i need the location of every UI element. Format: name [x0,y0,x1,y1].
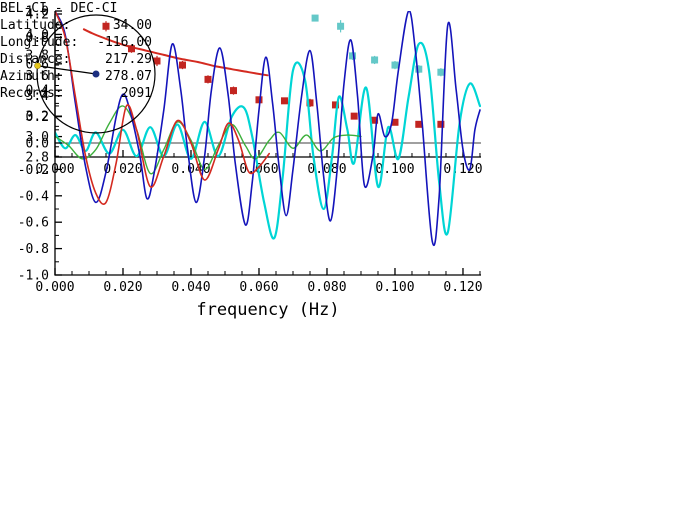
y-tick-label: -0.8 [18,242,49,257]
info-row-distance: Distance: 217.29 [0,51,152,68]
correlation-spectrum-chart: frequency (Hz) 0.000 0.020 0.040 0.060 0.080… [18,5,483,321]
y-tick-label: 0.4 [26,84,50,99]
marker-dispersion-points-cyan [337,22,345,30]
marker-dispersion-points-red [229,87,237,95]
latitude-value: 34.00 [112,18,152,33]
x-tick-label: 0.080 [307,280,346,295]
azimuth-line [37,65,97,75]
y-tick-label: 0.0 [26,137,49,152]
x-tick-label: 0.020 [103,280,142,295]
center-dot [92,70,100,78]
station-info-panel: BEL-CI - DEC-CI Latitude: 34.00 Longitud… [0,0,152,102]
info-row-longitude: Longitude: -116.00 [0,34,152,51]
y-tick-label: 3.8 [26,48,49,63]
x-tick-label: 0.120 [443,280,482,295]
series-spectrum-red [55,11,270,205]
x-tick-label: 0.120 [443,162,482,177]
y-tick-label: 4.0 [26,28,49,43]
y-tick-label: -0.6 [18,216,49,231]
azimuth-label: Azimuth: [0,69,63,84]
y-tick-label: 0.8 [26,31,49,46]
marker-dispersion-points-cyan [371,56,379,64]
distance-label: Distance: [0,52,71,67]
x-tick-label: 0.100 [375,162,414,177]
marker-dispersion-points-red [371,116,379,124]
latitude-label: Latitude: [0,18,71,33]
marker-dispersion-points-red [178,61,186,69]
distance-value: 217.29 [105,52,152,67]
x-tick-label: 0.100 [375,280,414,295]
marker-dispersion-points-cyan [348,52,356,60]
marker-dispersion-points-red [391,118,399,126]
marker-dispersion-points-red [306,99,314,107]
series-spectrum-cyan [55,41,481,240]
marker-dispersion-points-red [415,120,423,128]
marker-dispersion-points-red [153,57,161,65]
info-row-records: Records: 2091 [0,85,152,102]
records-value: 2091 [120,86,152,101]
marker-dispersion-points-red [280,97,288,105]
y-tick-label: 3.2 [26,110,49,125]
marker-dispersion-points-red [350,112,358,120]
azimuth-value: 278.07 [105,69,152,84]
records-label: Records: [0,86,63,101]
marker-dispersion-points-red [102,22,110,30]
y-tick-label: 1.0 [26,5,49,20]
x-axis-title: frequency (Hz) [196,300,339,320]
marker-dispersion-points-red [437,120,445,128]
y-tick-label: -0.2 [18,163,49,178]
azimuth-circle [36,14,156,134]
marker-dispersion-points-cyan [311,14,319,22]
azimuth-diagram [34,14,156,134]
series-spectrum-green [55,105,362,175]
y-tick-label: 3.0 [26,130,49,145]
y-tick-label: 0.2 [26,110,49,125]
longitude-value: -116.00 [97,35,152,50]
x-tick-label: 0.060 [239,280,278,295]
marker-dispersion-points-cyan [437,68,445,76]
marker-dispersion-points-red [127,45,135,53]
x-tick-label: 0.040 [171,280,210,295]
station-pair-title: BEL-CI - DEC-CI [0,1,118,16]
marker-dispersion-points-red [331,101,339,109]
x-tick-label: 0.000 [35,280,74,295]
info-row-azimuth: Azimuth: 278.07 [0,68,152,85]
y-tick-label: 4.2 [26,8,49,23]
info-row-latitude: Latitude: 34.00 [0,17,152,34]
marker-dispersion-points-red [204,75,212,83]
y-tick-label: 2.8 [26,151,49,166]
series-spectrum-blue [55,11,481,247]
series-dispersion-curve-red [82,28,269,77]
y-tick-label: -0.4 [18,189,49,204]
marker-dispersion-points-cyan [415,65,423,73]
station-dot [34,62,41,70]
y-tick-label: -1.0 [18,269,49,284]
marker-dispersion-points-red [255,96,263,104]
marker-dispersion-points-cyan [391,61,399,69]
longitude-label: Longitude: [0,35,79,50]
